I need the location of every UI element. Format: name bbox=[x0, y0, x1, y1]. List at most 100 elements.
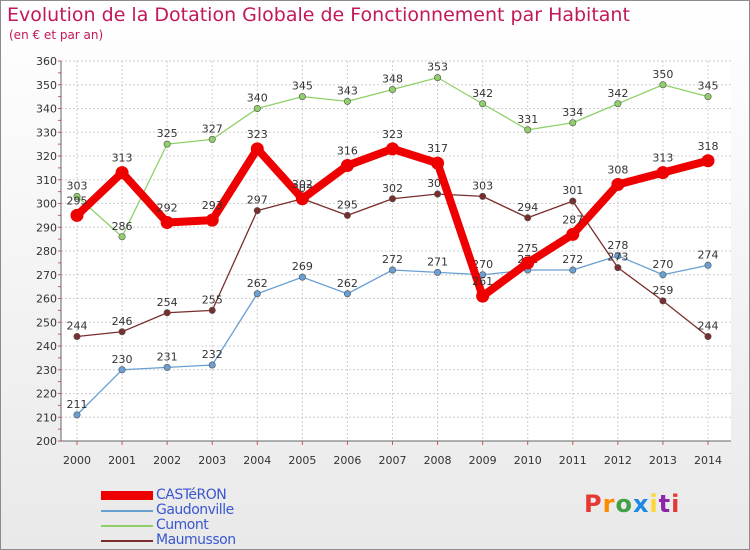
data-label-cumont: 345 bbox=[698, 80, 719, 93]
data-point-maumusson bbox=[118, 328, 126, 336]
data-label-maumusson: 273 bbox=[607, 251, 628, 264]
data-label-cumont: 331 bbox=[517, 113, 538, 126]
data-label-gaudonville: 270 bbox=[472, 258, 493, 271]
data-label-castron: 317 bbox=[427, 142, 448, 155]
data-point-maumusson bbox=[343, 211, 351, 219]
data-label-cumont: 286 bbox=[112, 220, 133, 233]
chart-subtitle: (en € et par an) bbox=[9, 28, 104, 42]
y-tick-label: 350 bbox=[36, 79, 57, 92]
data-label-gaudonville: 271 bbox=[427, 255, 448, 268]
x-tick-label: 2004 bbox=[243, 454, 271, 467]
y-tick-label: 210 bbox=[36, 411, 57, 424]
data-label-castron: 308 bbox=[607, 164, 628, 177]
data-label-castron: 313 bbox=[652, 152, 673, 165]
data-label-gaudonville: 230 bbox=[112, 353, 133, 366]
data-label-cumont: 342 bbox=[607, 87, 628, 100]
data-point-gaudonville bbox=[118, 366, 126, 374]
data-label-cumont: 350 bbox=[652, 68, 673, 81]
data-label-gaudonville: 272 bbox=[562, 253, 583, 266]
y-tick-label: 270 bbox=[36, 269, 57, 282]
data-point-castron bbox=[386, 142, 399, 156]
data-point-castron bbox=[205, 213, 219, 227]
data-label-cumont: 353 bbox=[427, 61, 448, 74]
data-point-gaudonville bbox=[388, 266, 396, 274]
data-point-castron bbox=[70, 208, 84, 222]
data-label-gaudonville: 211 bbox=[67, 398, 88, 411]
data-point-maumusson bbox=[163, 309, 171, 317]
data-point-gaudonville bbox=[163, 363, 171, 371]
series-gaudonville: 2112302312322622692622722712702722722782… bbox=[67, 239, 719, 419]
y-tick-label: 340 bbox=[36, 103, 57, 116]
data-label-maumusson: 295 bbox=[337, 198, 358, 211]
y-tick-label: 240 bbox=[36, 340, 57, 353]
data-label-cumont: 303 bbox=[67, 179, 88, 192]
legend-label-gaudonville: Gaudonville bbox=[156, 502, 234, 518]
data-point-gaudonville bbox=[704, 261, 712, 269]
data-label-gaudonville: 231 bbox=[157, 350, 178, 363]
data-label-gaudonville: 262 bbox=[247, 277, 268, 290]
data-point-cumont bbox=[208, 135, 216, 143]
data-point-castron bbox=[340, 159, 354, 172]
data-point-maumusson bbox=[569, 197, 577, 205]
data-point-cumont bbox=[163, 140, 171, 148]
data-label-gaudonville: 278 bbox=[607, 239, 628, 252]
legend-label-cumont: Cumont bbox=[156, 517, 209, 533]
data-point-maumusson bbox=[253, 207, 261, 215]
data-label-cumont: 325 bbox=[157, 127, 178, 140]
y-tick-label: 250 bbox=[36, 316, 57, 329]
data-label-castron: 275 bbox=[517, 242, 538, 255]
data-point-gaudonville bbox=[343, 290, 351, 298]
data-point-gaudonville bbox=[614, 252, 622, 260]
logo-letter: t bbox=[658, 490, 672, 518]
y-tick-label: 330 bbox=[36, 126, 57, 139]
data-point-gaudonville bbox=[208, 361, 216, 369]
data-point-castron bbox=[295, 192, 309, 206]
y-tick-label: 220 bbox=[36, 388, 57, 401]
x-tick-label: 2002 bbox=[153, 454, 181, 467]
data-point-cumont bbox=[524, 126, 532, 134]
x-tick-label: 2003 bbox=[198, 454, 226, 467]
data-point-cumont bbox=[614, 100, 622, 108]
legend-swatch-casteron bbox=[101, 491, 153, 500]
data-label-castron: 316 bbox=[337, 145, 358, 158]
x-tick-label: 2000 bbox=[63, 454, 91, 467]
x-tick-label: 2006 bbox=[333, 454, 361, 467]
data-point-maumusson bbox=[614, 264, 622, 272]
data-point-maumusson bbox=[704, 332, 712, 340]
data-label-castron: 295 bbox=[67, 194, 88, 207]
x-tick-label: 2001 bbox=[108, 454, 136, 467]
data-label-maumusson: 244 bbox=[698, 320, 719, 333]
data-label-maumusson: 254 bbox=[157, 296, 178, 309]
data-label-gaudonville: 262 bbox=[337, 277, 358, 290]
data-label-gaudonville: 272 bbox=[382, 253, 403, 266]
data-label-cumont: 334 bbox=[562, 106, 583, 119]
data-point-cumont bbox=[253, 105, 261, 113]
data-label-castron: 323 bbox=[382, 128, 403, 141]
data-label-gaudonville: 274 bbox=[698, 248, 719, 261]
data-point-castron bbox=[160, 216, 174, 229]
logo-letter: x bbox=[632, 490, 650, 518]
data-point-maumusson bbox=[524, 214, 532, 222]
data-label-castron: 287 bbox=[562, 213, 583, 226]
data-label-castron: 302 bbox=[292, 178, 313, 191]
data-point-cumont bbox=[388, 86, 396, 94]
data-point-castron bbox=[250, 142, 264, 156]
logo-letter: P bbox=[584, 490, 603, 518]
legend-swatch-maumusson bbox=[101, 540, 153, 542]
y-tick-label: 280 bbox=[36, 245, 57, 258]
data-point-maumusson bbox=[479, 192, 487, 200]
data-point-cumont bbox=[569, 119, 577, 127]
x-tick-label: 2007 bbox=[379, 454, 407, 467]
data-point-castron bbox=[431, 156, 445, 170]
series-cumont: 303 286 325 327 340 345 343 348 353 342 331 334 342 3… bbox=[67, 61, 719, 241]
data-point-maumusson bbox=[208, 306, 216, 314]
data-point-castron bbox=[701, 154, 715, 168]
data-point-castron bbox=[656, 166, 670, 180]
data-point-gaudonville bbox=[569, 266, 577, 274]
x-tick-label: 2010 bbox=[514, 454, 542, 467]
data-point-maumusson bbox=[434, 190, 442, 198]
y-tick-label: 260 bbox=[36, 293, 57, 306]
data-label-gaudonville: 270 bbox=[652, 258, 673, 271]
